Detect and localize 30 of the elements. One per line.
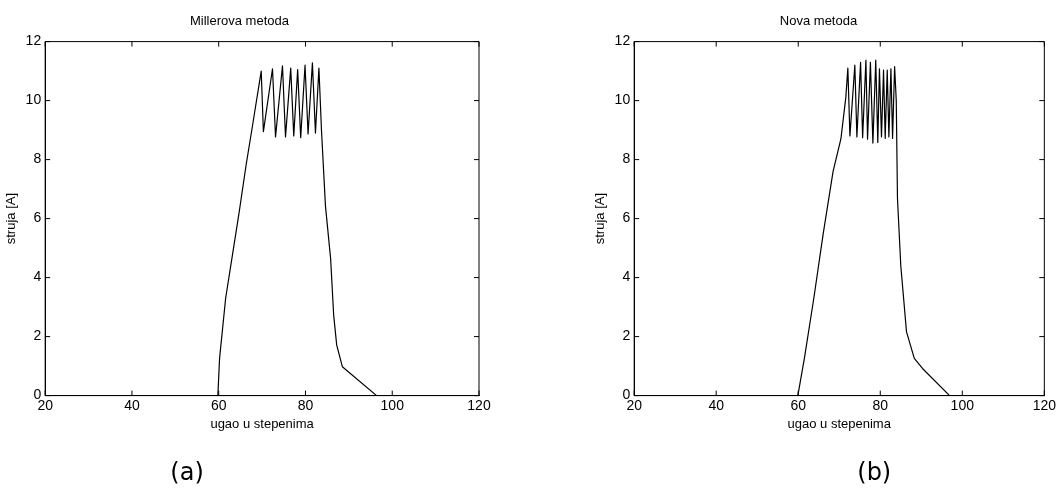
x-tick-label: 60 [210,396,227,413]
y-tick-label: 6 [622,209,631,226]
y-tick-label: 10 [25,91,42,108]
y-axis-title: struja [A] [3,192,19,245]
chart-title: Millerova metoda [190,13,290,29]
y-tick-label: 2 [622,327,631,344]
x-tick-label: 80 [297,396,314,413]
y-tick-label: 6 [33,209,42,226]
y-tick-label: 4 [622,268,631,285]
x-tick-label: 100 [950,396,975,413]
x-tick-label: 40 [124,396,140,413]
chart-title: Nova metoda [779,13,858,29]
y-tick-label: 8 [622,150,631,167]
x-axis-title: ugao u stepenima [210,415,315,431]
text: (b) [857,458,892,487]
x-tick-label: 100 [380,396,405,413]
y-tick-label: 4 [33,268,42,285]
x-tick-label: 120 [467,396,491,413]
y-tick-label: 12 [25,32,42,49]
x-tick-label: 60 [790,396,807,413]
x-axis-title: ugao u stepenima [787,415,892,431]
x-tick-label: 40 [708,396,725,413]
y-tick-label: 12 [614,32,631,49]
y-axis-title: struja [A] [592,192,608,245]
x-tick-label: 120 [1032,396,1057,413]
x-tick-label: 80 [872,396,889,413]
text: (a) [170,458,204,487]
y-tick-label: 8 [33,150,42,167]
y-tick-label: 2 [33,327,42,344]
y-tick-label: 10 [614,91,631,108]
